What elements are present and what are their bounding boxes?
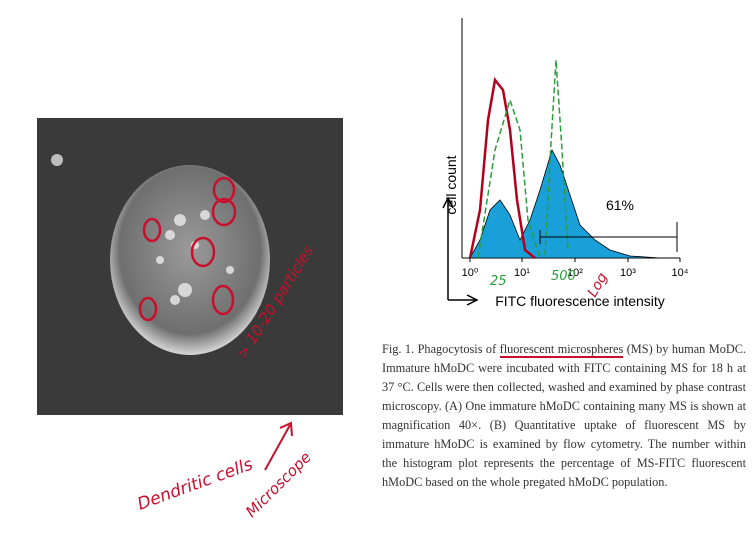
high-mark-note: 500 bbox=[551, 269, 576, 284]
x-label: FITC fluorescence intensity bbox=[495, 293, 665, 309]
x-tick-label: 10³ bbox=[620, 267, 636, 279]
caption-highlight: fluorescent microspheres bbox=[500, 342, 624, 358]
gate-label: 61% bbox=[606, 197, 634, 213]
low-mark-note: 25 bbox=[490, 274, 507, 289]
x-tick-label: 10⁰ bbox=[462, 267, 479, 279]
caption-text: Fig. 1. Phagocytosis of bbox=[382, 342, 500, 356]
cell-type-note: Dendritic cells bbox=[135, 454, 256, 514]
caption: Fig. 1. Phagocytosis of fluorescent micr… bbox=[382, 340, 746, 492]
page: 61% cell count FITC fluorescence intensi… bbox=[0, 0, 752, 536]
instrument-note: Microscope bbox=[242, 448, 315, 521]
x-tick-label: 10¹ bbox=[514, 267, 530, 279]
x-tick-label: 10⁴ bbox=[672, 267, 689, 279]
caption-text: (MS) by human MoDC. Immature hMoDC were … bbox=[382, 342, 746, 489]
y-label: cell count bbox=[443, 155, 459, 214]
histogram: 61% cell count FITC fluorescence intensi… bbox=[443, 18, 689, 309]
